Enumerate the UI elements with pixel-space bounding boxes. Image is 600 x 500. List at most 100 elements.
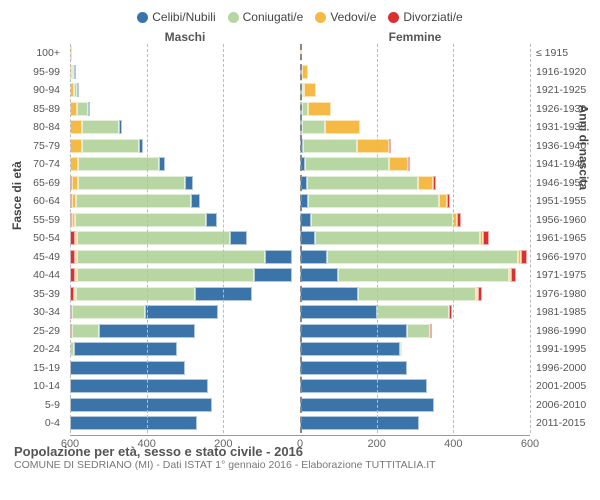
female-half: [300, 377, 530, 396]
bar-segment: [325, 120, 360, 134]
legend-dot: [137, 12, 148, 23]
bar-segment: [70, 139, 82, 153]
bar-segment: [449, 305, 451, 319]
male-half: [70, 340, 300, 359]
male-half: [70, 192, 300, 211]
bar-segment: [483, 231, 488, 245]
birth-year-label: 1961-1965: [536, 229, 594, 248]
bar-segment: [70, 379, 208, 393]
bar-segment: [77, 102, 89, 116]
bar-segment: [70, 102, 77, 116]
age-label: 5-9: [10, 396, 60, 415]
male-half: [70, 81, 300, 100]
bar-segment: [439, 194, 447, 208]
bar-segment: [77, 250, 265, 264]
age-label: 65-69: [10, 174, 60, 193]
female-half: [300, 248, 530, 267]
bar-segment: [407, 324, 430, 338]
male-half: [70, 248, 300, 267]
bar-segment: [265, 250, 292, 264]
bar-segment: [70, 416, 197, 430]
age-label: 55-59: [10, 211, 60, 230]
age-label: 40-44: [10, 266, 60, 285]
bar-segment: [478, 287, 482, 301]
bar-segment: [300, 342, 400, 356]
bar-segment: [230, 231, 247, 245]
bar-segment: [145, 305, 218, 319]
bar-segment: [408, 157, 410, 171]
bar-segment: [307, 176, 418, 190]
male-half: [70, 174, 300, 193]
birth-year-label: 1996-2000: [536, 359, 594, 378]
birth-year-label: 1951-1955: [536, 192, 594, 211]
male-half: [70, 100, 300, 119]
birth-year-label: 1976-1980: [536, 285, 594, 304]
female-half: [300, 192, 530, 211]
bar-segment: [338, 268, 509, 282]
bar-segment: [82, 120, 118, 134]
male-half: [70, 63, 300, 82]
age-label: 85-89: [10, 100, 60, 119]
birth-year-label: 2006-2010: [536, 396, 594, 415]
bar-segment: [70, 361, 185, 375]
x-tick: 400: [137, 438, 155, 450]
bar-segment: [304, 83, 316, 97]
gridline: [147, 44, 148, 433]
x-tick: 200: [214, 438, 232, 450]
male-half: [70, 229, 300, 248]
birth-year-label: 2001-2005: [536, 377, 594, 396]
bar-segment: [433, 176, 435, 190]
bar-segment: [77, 231, 230, 245]
age-label: 90-94: [10, 81, 60, 100]
female-half: [300, 414, 530, 433]
female-half: [300, 396, 530, 415]
age-label: 75-79: [10, 137, 60, 156]
bar-segment: [511, 268, 516, 282]
center-axis-line: [300, 44, 302, 433]
bar-segment: [77, 83, 79, 97]
bar-segment: [311, 213, 453, 227]
age-label: 95-99: [10, 63, 60, 82]
birth-year-label: 1926-1930: [536, 100, 594, 119]
gridline: [453, 44, 454, 433]
bar-segment: [357, 139, 390, 153]
bar-segment: [74, 65, 76, 79]
birth-year-label: 1936-1940: [536, 137, 594, 156]
gridline: [377, 44, 378, 433]
gridline: [70, 44, 71, 433]
male-half: [70, 155, 300, 174]
x-tick: 600: [521, 438, 539, 450]
female-half: [300, 229, 530, 248]
plot-area: 100+≤ 191595-991916-192090-941921-192585…: [70, 44, 530, 433]
bar-segment: [300, 250, 327, 264]
bar-segment: [76, 287, 195, 301]
legend-dot: [315, 12, 326, 23]
bar-segment: [70, 120, 82, 134]
birth-year-label: 1966-1970: [536, 248, 594, 267]
age-label: 45-49: [10, 248, 60, 267]
female-half: [300, 174, 530, 193]
bar-segment: [78, 176, 185, 190]
birth-year-label: 1981-1985: [536, 303, 594, 322]
legend-dot: [228, 12, 239, 23]
legend-item: Vedovi/e: [315, 10, 376, 24]
male-half: [70, 211, 300, 230]
chart-subtitle: COMUNE DI SEDRIANO (MI) - Dati ISTAT 1° …: [14, 459, 590, 471]
female-half: [300, 340, 530, 359]
bar-segment: [300, 287, 358, 301]
bar-segment: [70, 398, 212, 412]
legend-item: Celibi/Nubili: [137, 10, 215, 24]
female-half: [300, 266, 530, 285]
birth-year-label: 1916-1920: [536, 63, 594, 82]
birth-year-label: 1986-1990: [536, 322, 594, 341]
population-pyramid-chart: Maschi Femmine 100+≤ 191595-991916-19209…: [70, 30, 530, 440]
bar-segment: [418, 176, 433, 190]
bar-segment: [185, 176, 193, 190]
legend-label: Coniugati/e: [243, 10, 304, 24]
bar-segment: [302, 65, 308, 79]
bar-segment: [88, 102, 90, 116]
x-axis: 6004002000200400600: [70, 435, 530, 454]
age-label: 35-39: [10, 285, 60, 304]
bar-segment: [308, 194, 438, 208]
male-half: [70, 377, 300, 396]
